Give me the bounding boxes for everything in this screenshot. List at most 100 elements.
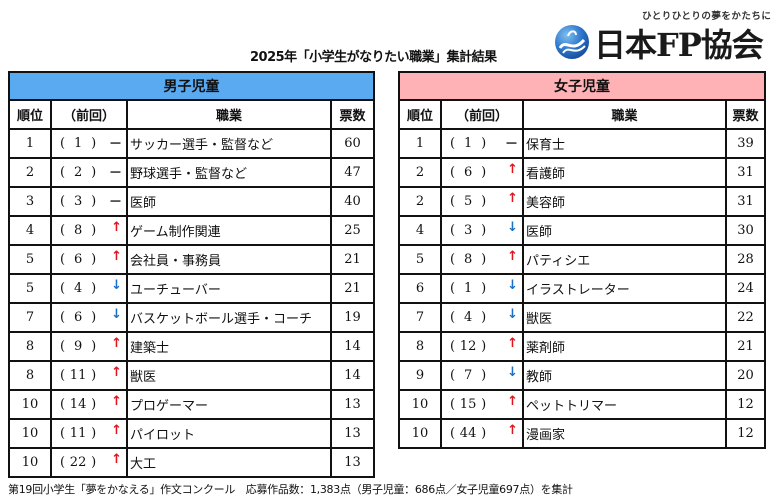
rank-cell: 4	[8, 215, 52, 246]
trend-up-icon: ↑	[111, 452, 122, 467]
rank-cell: 8	[398, 331, 442, 362]
col-votes-header: 票数	[725, 99, 766, 130]
votes-cell: 24	[725, 273, 766, 304]
table-row: 6 (1) ↓ イラストレーター 24	[398, 273, 766, 304]
job-cell: プロゲーマー	[126, 389, 332, 420]
job-cell: 保育士	[522, 128, 727, 159]
close-paren: )	[481, 252, 487, 267]
logo-tagline: ひとりひとりの夢をかたちに	[642, 11, 772, 22]
close-paren: )	[481, 165, 487, 180]
votes-cell: 60	[330, 128, 375, 159]
job-cell: 医師	[126, 186, 332, 217]
trend-same-icon: －	[108, 166, 122, 181]
previous-rank-cell: (6) ↓	[50, 302, 128, 333]
job-cell: 野球選手・監督など	[126, 157, 332, 188]
close-paren: )	[481, 368, 487, 383]
previous-rank-cell: (14) ↑	[50, 389, 128, 420]
open-paren: (	[60, 165, 66, 180]
rank-cell: 10	[8, 447, 52, 478]
boys-ranking-table: 男子児童 順位 （前回） 職業 票数 1(1) －サッカー選手・監督など 60 2(2…	[8, 71, 375, 478]
close-paren: )	[481, 310, 487, 325]
trend-down-icon: ↓	[507, 278, 518, 293]
previous-rank-cell: (7) ↓	[440, 360, 524, 391]
job-cell: 薬剤師	[522, 331, 727, 362]
votes-cell: 13	[330, 447, 375, 478]
table-row: 5 (6) ↑ 会社員・事務員 21	[8, 244, 375, 275]
job-cell: バスケットボール選手・コーチ	[126, 302, 332, 333]
boys-table-header: 男子児童	[8, 71, 375, 101]
votes-cell: 25	[330, 215, 375, 246]
job-cell: 獣医	[522, 302, 727, 333]
trend-down-icon: ↓	[507, 220, 518, 235]
previous-rank-value: 4	[73, 281, 83, 296]
open-paren: (	[450, 194, 456, 209]
col-rank-header: 順位	[398, 99, 442, 130]
open-paren: (	[60, 310, 66, 325]
table-row: 1 (1) － 保育士 39	[398, 128, 766, 159]
table-row: 10 (44) ↑ 漫画家 12	[398, 418, 766, 449]
votes-cell: 12	[725, 418, 766, 449]
table-row: 4 (8) ↑ ゲーム制作関連 25	[8, 215, 375, 246]
previous-rank-value: 1	[73, 136, 83, 151]
votes-cell: 14	[330, 331, 375, 362]
close-paren: )	[91, 136, 97, 151]
table-row: 2 (5) ↑ 美容師 31	[398, 186, 766, 217]
rank-cell: 1	[398, 128, 442, 159]
job-cell: ユーチューバー	[126, 273, 332, 304]
open-paren: (	[450, 310, 456, 325]
previous-rank-value: 15	[459, 397, 477, 412]
table-row: 7 (4) ↓ 獣医 22	[398, 302, 766, 333]
previous-rank-value: 12	[459, 339, 477, 354]
trend-up-icon: ↑	[507, 249, 518, 264]
table-row: 10 (11) ↑ パイロット 13	[8, 418, 375, 449]
close-paren: )	[481, 339, 487, 354]
previous-rank-value: 8	[463, 252, 473, 267]
previous-rank-cell: (8) ↑	[440, 244, 524, 275]
rank-cell: 1	[8, 128, 52, 159]
votes-cell: 39	[725, 128, 766, 159]
rank-cell: 10	[8, 389, 52, 420]
open-paren: (	[450, 252, 456, 267]
rank-cell: 7	[398, 302, 442, 333]
votes-cell: 21	[330, 273, 375, 304]
previous-rank-cell: (2) －	[50, 157, 128, 188]
col-votes-header: 票数	[330, 99, 375, 130]
job-cell: 医師	[522, 215, 727, 246]
previous-rank-cell: (8) ↑	[50, 215, 128, 246]
trend-same-icon: －	[504, 137, 518, 152]
previous-rank-value: 6	[73, 252, 83, 267]
close-paren: )	[91, 310, 97, 325]
previous-rank-cell: (22) ↑	[50, 447, 128, 478]
table-row: 3 (3) － 医師 40	[8, 186, 375, 217]
table-row: 2 (2) － 野球選手・監督など 47	[8, 157, 375, 188]
trend-down-icon: ↓	[111, 307, 122, 322]
close-paren: )	[91, 281, 97, 296]
table-row: 7 (6) ↓ バスケットボール選手・コーチ 19	[8, 302, 375, 333]
close-paren: )	[91, 339, 97, 354]
votes-cell: 19	[330, 302, 375, 333]
table-row: 8 (11) ↑ 獣医 14	[8, 360, 375, 391]
open-paren: (	[60, 397, 66, 412]
votes-cell: 13	[330, 389, 375, 420]
table-row: 8 (9) ↑ 建築士 14	[8, 331, 375, 362]
table-row: 5 (8) ↑ パティシエ 28	[398, 244, 766, 275]
col-prev-header: （前回）	[440, 99, 524, 130]
close-paren: )	[481, 397, 487, 412]
previous-rank-cell: (5) ↑	[440, 186, 524, 217]
table-row: 4 (3) ↓ 医師 30	[398, 215, 766, 246]
votes-cell: 22	[725, 302, 766, 333]
rank-cell: 5	[8, 273, 52, 304]
previous-rank-cell: (6) ↑	[440, 157, 524, 188]
open-paren: (	[450, 426, 456, 441]
close-paren: )	[91, 252, 97, 267]
open-paren: (	[60, 339, 66, 354]
previous-rank-value: 14	[69, 397, 87, 412]
rank-cell: 6	[398, 273, 442, 304]
logo-text: 日本FP協会	[594, 26, 764, 64]
job-cell: 獣医	[126, 360, 332, 391]
trend-up-icon: ↑	[111, 394, 122, 409]
open-paren: (	[60, 426, 66, 441]
trend-down-icon: ↓	[507, 307, 518, 322]
trend-up-icon: ↑	[111, 249, 122, 264]
table-row: 5 (4) ↓ ユーチューバー 21	[8, 273, 375, 304]
